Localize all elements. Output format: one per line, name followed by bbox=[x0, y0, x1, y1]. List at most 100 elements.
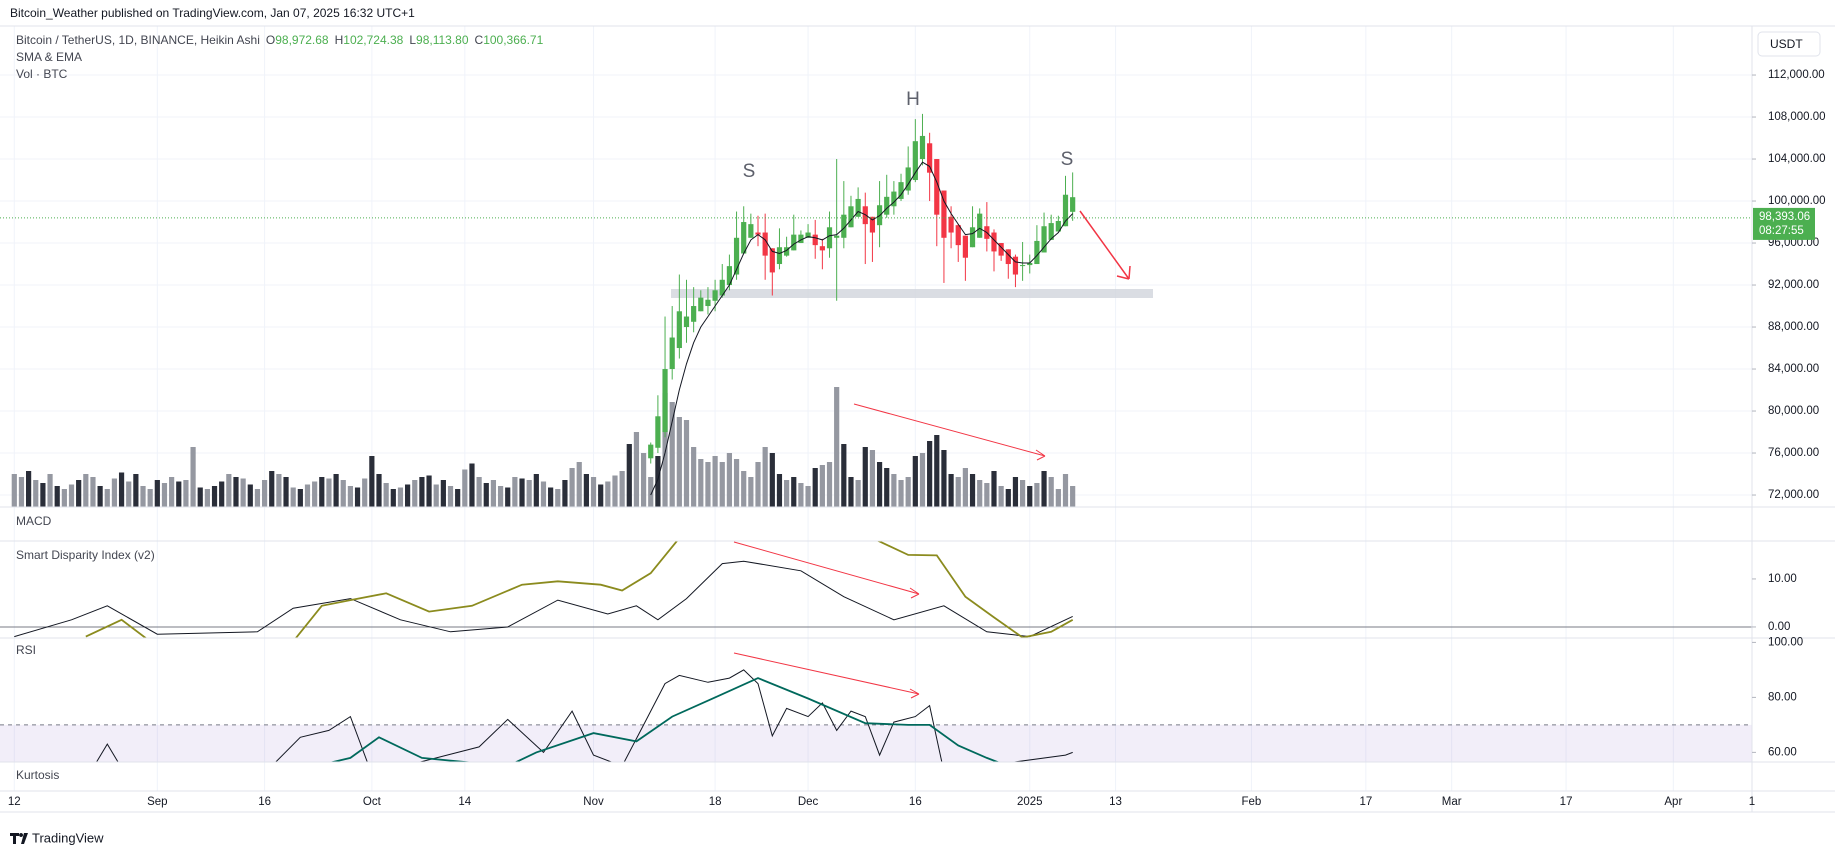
candle-body bbox=[891, 191, 897, 207]
volume-bar bbox=[154, 480, 160, 507]
volume-bar bbox=[376, 474, 382, 507]
volume-bar bbox=[862, 447, 868, 507]
pane-title: Smart Disparity Index (v2) bbox=[16, 548, 155, 562]
candle-body bbox=[977, 213, 983, 238]
volume-bar bbox=[540, 481, 547, 507]
volume-bar bbox=[40, 483, 46, 507]
volume-bar bbox=[762, 447, 768, 507]
volume-bar bbox=[1062, 474, 1069, 507]
x-tick-label: 17 bbox=[1560, 796, 1573, 808]
y-tick-label: 76,000.00 bbox=[1768, 447, 1819, 459]
volume-bar bbox=[126, 481, 132, 507]
volume-bar bbox=[219, 481, 225, 507]
candle-body bbox=[955, 225, 961, 246]
volume-bar bbox=[333, 474, 339, 507]
ohlc-key: L bbox=[409, 33, 416, 47]
y-tick-label: 0.00 bbox=[1768, 621, 1790, 633]
candle-body bbox=[676, 311, 682, 349]
candle-body bbox=[934, 159, 940, 215]
volume-bar bbox=[791, 477, 797, 507]
volume-bar bbox=[1055, 489, 1061, 507]
candle-body bbox=[648, 444, 654, 459]
volume-bar bbox=[626, 444, 632, 507]
candle-body bbox=[762, 232, 768, 256]
candle-body bbox=[919, 135, 926, 160]
y-tick-label: 104,000.00 bbox=[1768, 153, 1826, 165]
volume-bar bbox=[18, 477, 25, 507]
candle-body bbox=[912, 141, 918, 181]
volume-bar bbox=[755, 462, 761, 507]
volume-bar bbox=[576, 462, 582, 507]
volume-bar bbox=[726, 453, 733, 507]
candle-body bbox=[941, 190, 947, 238]
y-tick-label: 80.00 bbox=[1768, 691, 1797, 703]
volume-bar bbox=[169, 477, 175, 507]
y-tick-label: 10.00 bbox=[1768, 573, 1797, 585]
trend-line bbox=[733, 541, 920, 599]
volume-bar bbox=[612, 475, 618, 507]
volume-bar bbox=[640, 453, 647, 507]
volume-bar bbox=[948, 474, 954, 507]
candle-body bbox=[733, 237, 740, 275]
ohlc-value: 100,366.71 bbox=[483, 33, 543, 47]
volume-bar bbox=[469, 463, 475, 507]
volume-bar bbox=[912, 456, 918, 507]
mark-layer bbox=[0, 113, 1752, 762]
volume-bar bbox=[54, 486, 60, 507]
volume-bar bbox=[183, 480, 189, 507]
volume-bar bbox=[476, 477, 482, 507]
volume-bar bbox=[955, 477, 961, 507]
volume-bar bbox=[269, 471, 275, 507]
candle-body bbox=[655, 416, 661, 448]
candle-body bbox=[683, 316, 690, 328]
volume-bar bbox=[826, 462, 833, 507]
volume-bar bbox=[33, 480, 39, 507]
ohlc-value: 98,113.80 bbox=[416, 33, 469, 47]
volume-bar bbox=[805, 486, 811, 507]
x-tick-label: 16 bbox=[258, 796, 271, 808]
x-tick-label: 14 bbox=[458, 796, 471, 808]
drawings bbox=[733, 210, 1131, 699]
series-line bbox=[329, 677, 1000, 762]
volume-bar bbox=[841, 444, 847, 507]
header-title: Bitcoin_Weather published on TradingView… bbox=[10, 6, 415, 20]
pane-title: Kurtosis bbox=[16, 768, 59, 782]
candle-body bbox=[719, 279, 725, 296]
volume-bar bbox=[83, 474, 89, 507]
candle-body bbox=[848, 206, 854, 228]
currency-button[interactable] bbox=[1757, 31, 1821, 57]
currency[interactable]: USDT bbox=[1770, 37, 1803, 51]
volume-bar bbox=[733, 459, 740, 507]
ohlc-key: C bbox=[475, 33, 484, 47]
series-line bbox=[95, 669, 1073, 762]
volume-bar bbox=[1019, 480, 1026, 507]
candle-body bbox=[905, 167, 911, 191]
annotation: S bbox=[1061, 149, 1074, 170]
volume-bar bbox=[855, 480, 861, 507]
volume-bar bbox=[984, 483, 990, 507]
volume-bar bbox=[962, 468, 968, 507]
volume-bar bbox=[562, 480, 568, 507]
candle-body bbox=[884, 196, 890, 215]
volume-bar bbox=[662, 393, 668, 507]
legend-main: Bitcoin / TetherUS, 1D, BINANCE, Heikin … bbox=[16, 33, 544, 47]
candle-body bbox=[991, 232, 997, 252]
volume-bar bbox=[776, 474, 783, 507]
volume-bar bbox=[1034, 483, 1040, 507]
y-tick-label: 80,000.00 bbox=[1768, 405, 1819, 417]
volume-bar bbox=[254, 489, 261, 507]
countdown: 08:27:55 bbox=[1759, 225, 1804, 237]
candle-body bbox=[705, 299, 711, 307]
volume-bar bbox=[619, 471, 625, 507]
volume-bar bbox=[47, 474, 53, 507]
volume-bar bbox=[90, 477, 96, 507]
series-line bbox=[14, 560, 1073, 638]
candle-body bbox=[798, 234, 804, 244]
ohlc-value: 102,724.38 bbox=[343, 33, 403, 47]
volume-bar bbox=[276, 474, 282, 507]
volume-bar bbox=[676, 417, 682, 507]
candle-body bbox=[1041, 226, 1047, 253]
candle-body bbox=[1012, 256, 1019, 275]
y-tick-label: 108,000.00 bbox=[1768, 111, 1826, 123]
